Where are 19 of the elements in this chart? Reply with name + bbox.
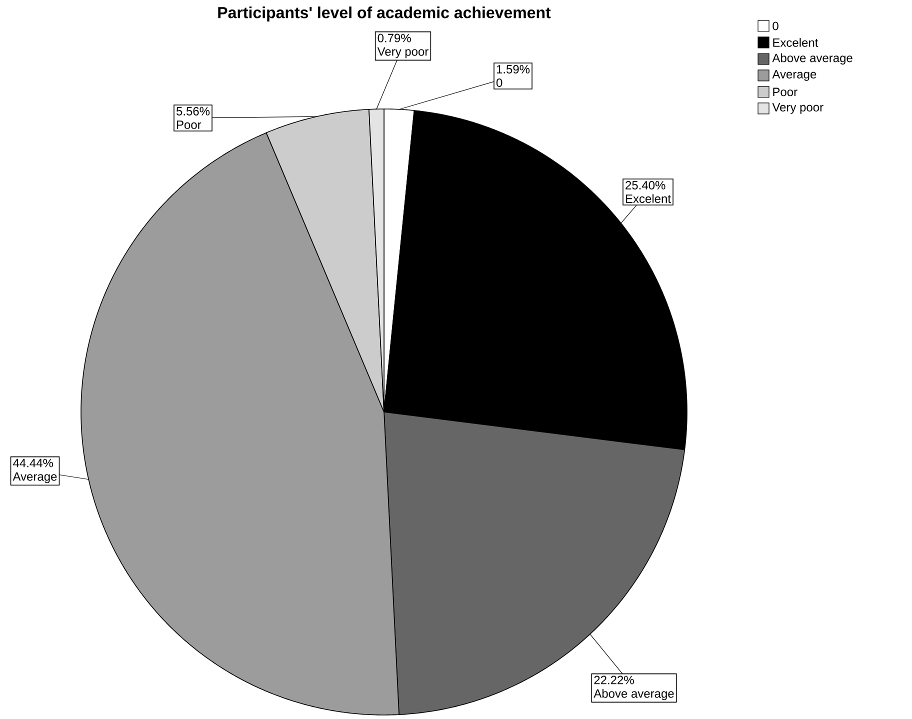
data-label: 22.22%: [594, 676, 634, 684]
data-label: 0.79%: [378, 34, 411, 42]
legend-label: Above average: [772, 53, 852, 65]
legend-label: Poor: [773, 88, 798, 96]
data-label: 1.59%: [496, 64, 530, 74]
legend-label: Very poor: [772, 103, 824, 114]
slice-label: Excelent: [626, 194, 671, 203]
slice-label: Above average: [594, 688, 674, 700]
legend-label: 0: [772, 22, 778, 30]
data-label: 5.56%: [176, 106, 210, 116]
slice-label: Average: [12, 472, 57, 484]
legend-label: Excelent: [773, 38, 818, 47]
legend-label: Average: [772, 70, 816, 81]
slice-label: 0: [496, 78, 502, 87]
chart-title: Participants' level of academic achievement: [218, 6, 551, 22]
slice-label: Very poor: [377, 47, 428, 58]
data-label: 44.44%: [13, 458, 54, 468]
data-label: 25.40%: [626, 180, 666, 190]
slice-label: Poor: [176, 120, 202, 129]
